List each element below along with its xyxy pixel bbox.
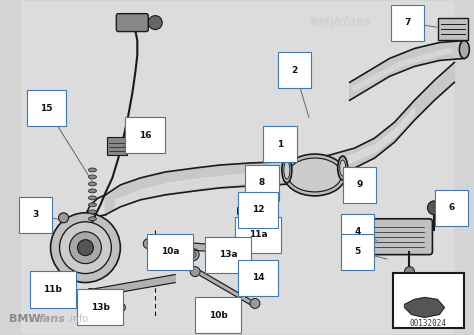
FancyBboxPatch shape — [438, 18, 468, 40]
Circle shape — [148, 16, 162, 29]
Circle shape — [187, 249, 199, 261]
Text: 7: 7 — [404, 18, 410, 27]
Text: 4: 4 — [355, 227, 361, 236]
Polygon shape — [105, 62, 455, 215]
Circle shape — [58, 213, 69, 223]
Circle shape — [51, 213, 120, 282]
Text: 1: 1 — [277, 140, 283, 149]
Circle shape — [404, 267, 414, 277]
Text: 3: 3 — [32, 210, 39, 219]
Ellipse shape — [89, 189, 96, 193]
Text: 11b: 11b — [43, 285, 62, 294]
Circle shape — [236, 230, 248, 242]
Text: 16: 16 — [139, 131, 152, 140]
Text: 13b: 13b — [91, 303, 110, 312]
FancyBboxPatch shape — [352, 219, 432, 255]
Text: 00132024: 00132024 — [410, 319, 447, 328]
Text: BMWfans: BMWfans — [310, 16, 372, 28]
Text: 10a: 10a — [161, 247, 180, 256]
Text: .info: .info — [67, 314, 89, 324]
Ellipse shape — [340, 160, 346, 176]
Text: 11a: 11a — [249, 230, 267, 239]
Ellipse shape — [89, 182, 96, 186]
FancyBboxPatch shape — [116, 14, 148, 31]
Ellipse shape — [89, 217, 96, 221]
Polygon shape — [404, 297, 445, 317]
Ellipse shape — [89, 203, 96, 207]
Polygon shape — [195, 268, 255, 308]
Text: 14: 14 — [252, 273, 264, 282]
Circle shape — [115, 303, 125, 313]
Text: 15: 15 — [40, 104, 53, 113]
Ellipse shape — [89, 210, 96, 214]
Text: 9: 9 — [356, 181, 363, 189]
FancyBboxPatch shape — [237, 207, 246, 214]
Polygon shape — [115, 108, 414, 208]
Text: fans: fans — [38, 314, 65, 324]
Polygon shape — [148, 240, 215, 252]
Text: 13a: 13a — [219, 250, 237, 259]
Circle shape — [250, 298, 260, 309]
Text: 12: 12 — [252, 205, 264, 214]
Ellipse shape — [89, 175, 96, 179]
Circle shape — [428, 201, 441, 215]
Circle shape — [64, 286, 77, 300]
Ellipse shape — [89, 168, 96, 172]
Circle shape — [210, 244, 220, 254]
Text: 10b: 10b — [209, 311, 228, 320]
Ellipse shape — [282, 157, 292, 183]
Text: 8: 8 — [259, 179, 265, 188]
Circle shape — [85, 288, 95, 298]
Text: 6: 6 — [448, 203, 455, 212]
Circle shape — [70, 232, 101, 264]
FancyBboxPatch shape — [392, 273, 465, 328]
Circle shape — [190, 252, 196, 258]
Circle shape — [60, 222, 111, 274]
Ellipse shape — [459, 41, 469, 58]
Text: BMW: BMW — [9, 314, 40, 324]
Ellipse shape — [288, 158, 342, 192]
Polygon shape — [91, 275, 175, 297]
Text: 2: 2 — [292, 66, 298, 75]
Circle shape — [118, 305, 123, 310]
Ellipse shape — [284, 154, 346, 196]
FancyBboxPatch shape — [108, 137, 128, 155]
Circle shape — [190, 267, 200, 277]
Polygon shape — [350, 41, 465, 100]
Ellipse shape — [284, 161, 290, 179]
Circle shape — [232, 307, 238, 313]
Circle shape — [229, 304, 241, 315]
Text: 5: 5 — [355, 247, 361, 256]
Ellipse shape — [337, 156, 347, 180]
Circle shape — [208, 248, 218, 258]
Circle shape — [77, 240, 93, 256]
Ellipse shape — [89, 196, 96, 200]
Circle shape — [143, 239, 153, 249]
